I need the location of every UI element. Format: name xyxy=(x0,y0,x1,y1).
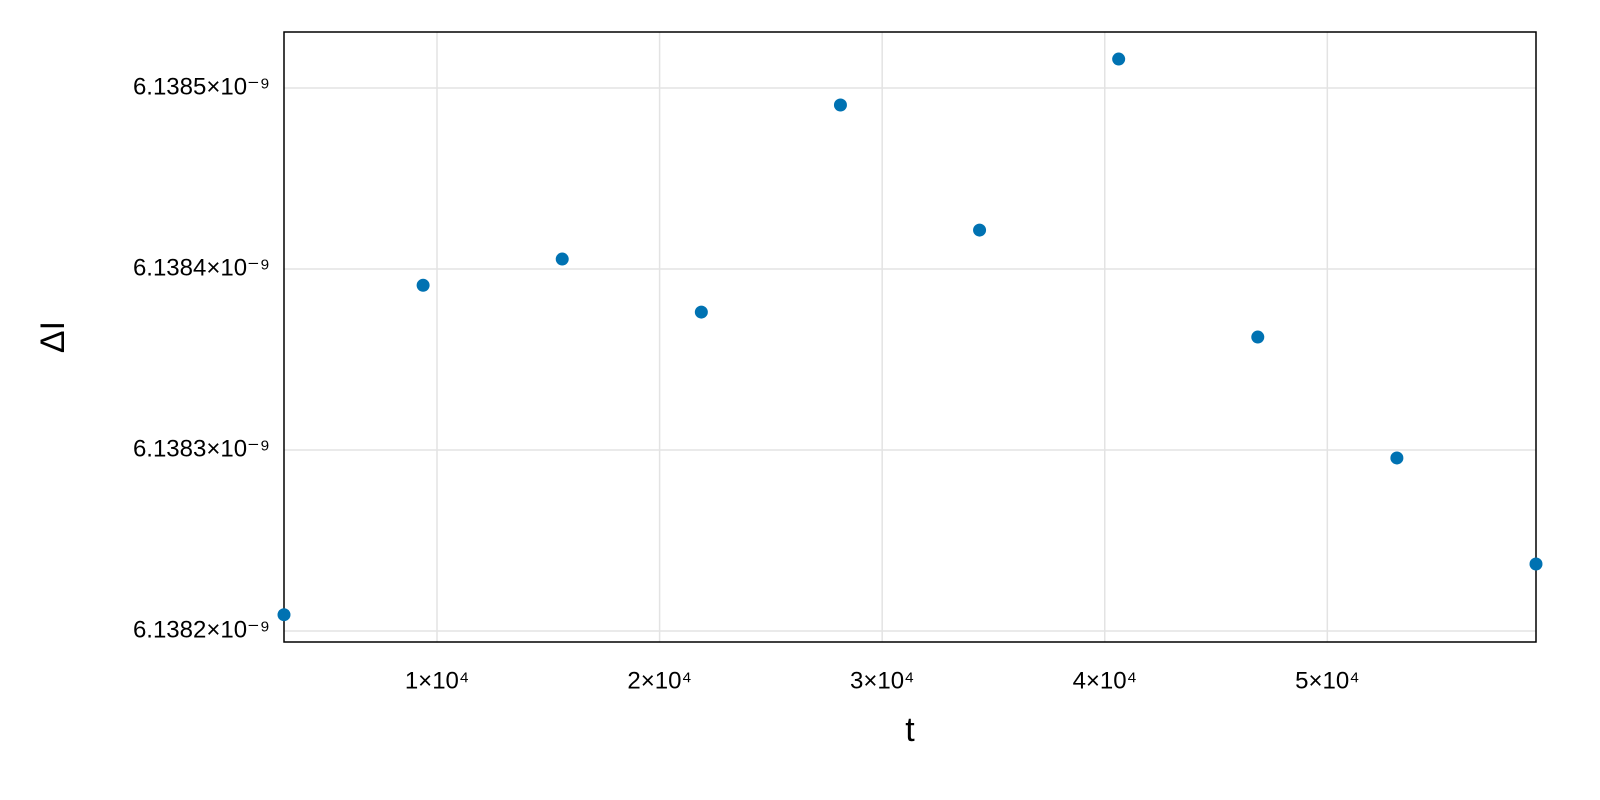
x-tick-label: 3×10⁴ xyxy=(850,667,914,694)
point xyxy=(973,223,987,237)
point xyxy=(1529,557,1543,571)
y-tick-label: 6.1385×10⁻⁹ xyxy=(133,73,270,100)
point xyxy=(694,305,708,319)
y-tick-label: 6.1382×10⁻⁹ xyxy=(133,616,270,643)
x-tick-label: 5×10⁴ xyxy=(1295,667,1359,694)
y-tick-label: 6.1383×10⁻⁹ xyxy=(133,435,270,462)
point xyxy=(555,252,569,266)
x-tick-label: 2×10⁴ xyxy=(627,667,691,694)
point xyxy=(1251,330,1265,344)
x-tick-label: 4×10⁴ xyxy=(1073,667,1137,694)
x-axis-label: t xyxy=(905,711,915,749)
point xyxy=(1112,52,1126,66)
point xyxy=(1390,451,1404,465)
point xyxy=(277,608,291,622)
point xyxy=(833,98,847,112)
y-tick-label: 6.1384×10⁻⁹ xyxy=(133,254,270,281)
point xyxy=(416,278,430,292)
plot-frame xyxy=(283,31,1537,643)
x-tick-label: 1×10⁴ xyxy=(405,667,469,694)
y-axis-label: ΔI xyxy=(34,321,72,353)
